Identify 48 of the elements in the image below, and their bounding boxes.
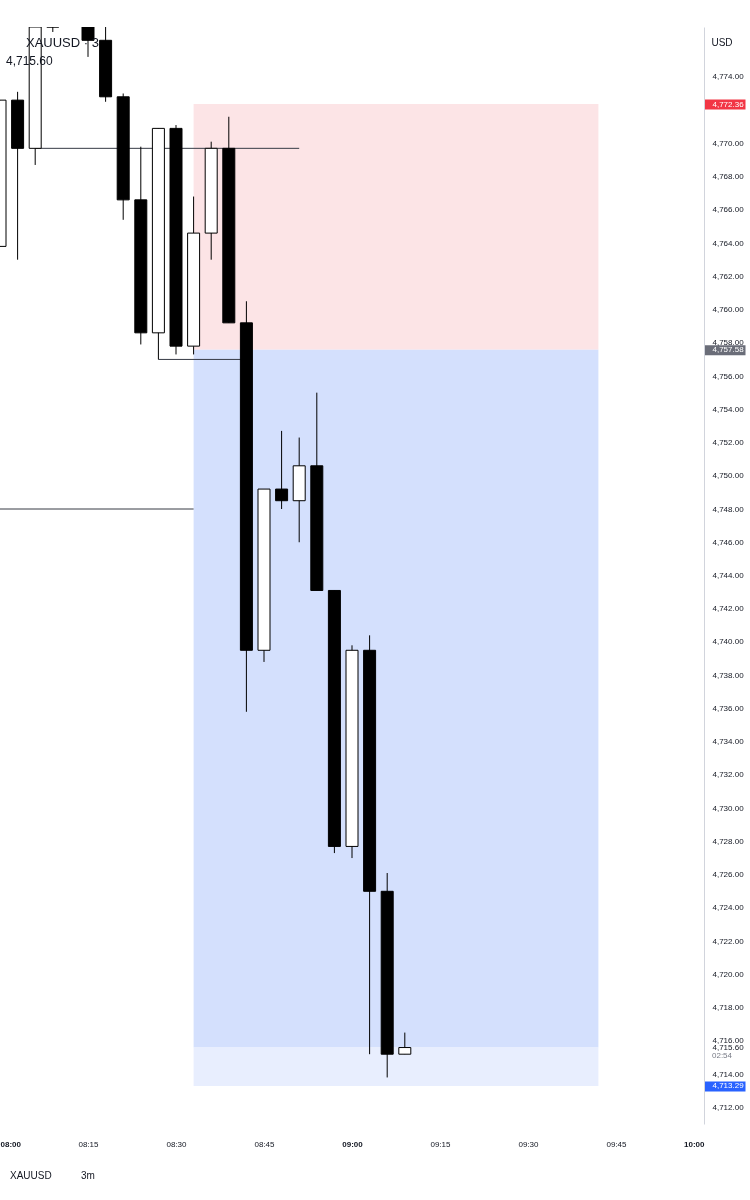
y-tick-label: 4,732.00	[712, 770, 745, 780]
y-tick-label: 4,757.58	[712, 345, 745, 355]
y-tick-label: 4,770.00	[712, 138, 745, 148]
y-tick-label: 4,724.00	[712, 903, 745, 913]
x-tick-label: 09:15	[430, 1139, 452, 1149]
y-tick-label: 4,718.00	[712, 1003, 745, 1013]
x-tick-label: 08:45	[254, 1139, 276, 1149]
y-tick-label: 4,760.00	[712, 305, 745, 315]
y-tick-label: 4,748.00	[712, 504, 745, 514]
y-tick-label: 4,726.00	[712, 870, 745, 880]
y-tick-label: 4,766.00	[712, 205, 745, 215]
x-tick-label: 09:45	[606, 1139, 628, 1149]
x-tick-label: 09:30	[518, 1139, 540, 1149]
x-tick-label: 10:00	[684, 1139, 706, 1149]
y-tick-label: 4,750.00	[712, 471, 745, 481]
y-tick-label: 4,744.00	[712, 571, 745, 580]
y-tick-label: 4,742.00	[712, 604, 745, 614]
y-tick-label: 4,720.00	[712, 969, 745, 979]
y-tick-label: 4,752.00	[712, 438, 745, 448]
y-tick-label: 4,746.00	[712, 537, 745, 547]
x-tick-label: 08:00	[0, 1139, 22, 1149]
y-tick-label: 4,714.00	[712, 1069, 745, 1079]
y-tick-label: 4,728.00	[712, 836, 745, 846]
y-tick-label: 4,772.36	[712, 99, 745, 109]
y-axis-title: USD	[711, 37, 733, 48]
y-tick-label: 4,730.00	[712, 803, 745, 813]
text: XAUUSD	[10, 1170, 52, 1181]
y-tick-label: 4,762.00	[712, 271, 745, 281]
y-tick-label: 4,716.00	[712, 1036, 745, 1046]
y-tick-label: 4,774.00	[712, 72, 745, 82]
y-tick-label: 4,734.00	[712, 737, 745, 747]
y-tick-label: 4,715.60	[712, 1043, 745, 1053]
y-tick-label: 4,758.00	[712, 338, 745, 348]
y-tick-label: 4,713.29	[712, 1081, 745, 1091]
y-tick-label: 4,740.00	[712, 637, 745, 647]
y-tick-label: 4,736.00	[712, 703, 745, 713]
y-tick-label: 4,722.00	[712, 936, 745, 946]
y-tick-label: 4,756.00	[712, 371, 745, 381]
x-tick-label: 08:15	[78, 1139, 100, 1149]
y-tick-label: 4,768.00	[712, 172, 745, 182]
x-tick-label: 08:30	[166, 1139, 188, 1149]
text: 3m	[81, 1170, 95, 1181]
text: 02:54	[712, 1050, 733, 1060]
y-tick-label: 4,738.00	[712, 670, 745, 680]
y-tick-label: 4,764.00	[712, 238, 745, 248]
x-tick-label: 09:00	[342, 1139, 364, 1149]
y-tick-label: 4,754.00	[712, 404, 745, 414]
y-tick-label: 4,712.00	[712, 1102, 745, 1112]
